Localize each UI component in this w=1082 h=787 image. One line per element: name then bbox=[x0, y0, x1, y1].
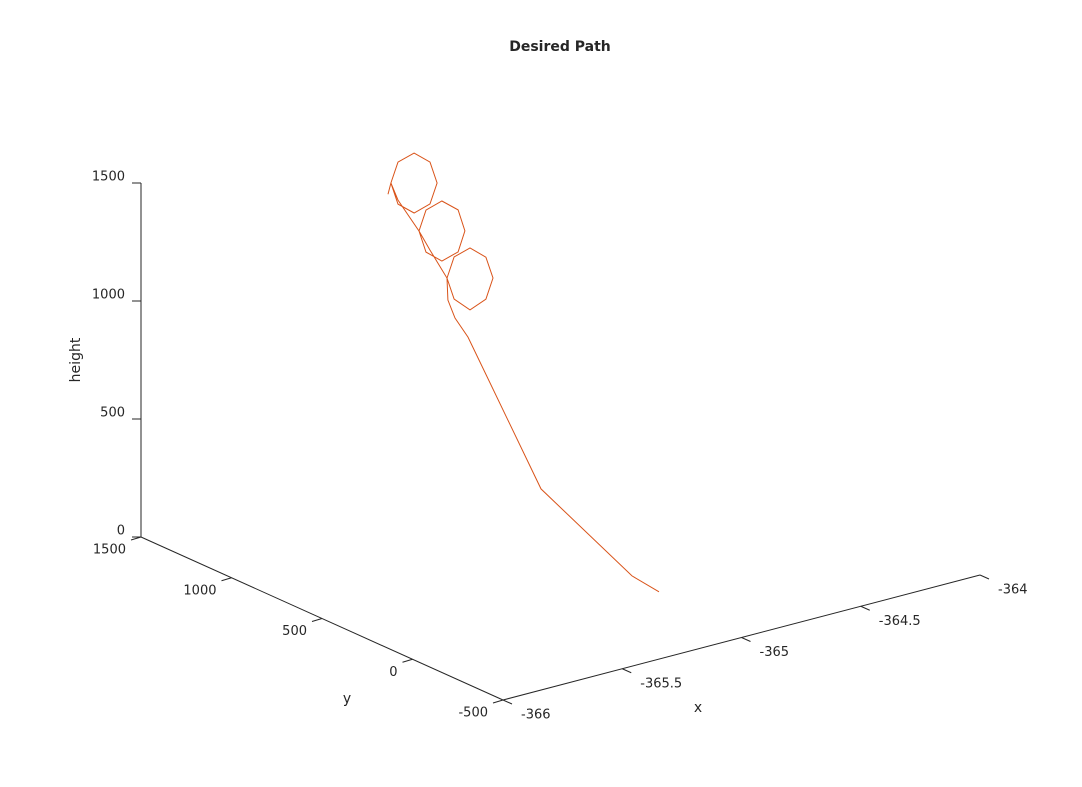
x-axis-label: x bbox=[694, 700, 702, 716]
x-tick-label: -364.5 bbox=[879, 614, 921, 629]
x-tick-label: -364 bbox=[998, 583, 1028, 598]
z-tick-label: 500 bbox=[100, 406, 125, 421]
z-tick-label: 1000 bbox=[92, 288, 125, 303]
chart-title: Desired Path bbox=[509, 39, 611, 55]
y-tick bbox=[311, 618, 323, 622]
x-tick bbox=[502, 699, 513, 705]
y-axis-label: y bbox=[343, 691, 351, 707]
x-tick-label: -366 bbox=[521, 708, 551, 723]
y-tick-label: -500 bbox=[458, 706, 488, 721]
x-tick bbox=[622, 668, 632, 674]
x-tick-label: -365 bbox=[760, 645, 790, 660]
x-tick bbox=[741, 637, 751, 642]
y-tick-label: 1000 bbox=[183, 583, 216, 598]
x-tick bbox=[979, 574, 990, 580]
y-tick bbox=[492, 699, 504, 704]
z-tick-label: 1500 bbox=[92, 170, 125, 185]
y-tick bbox=[221, 577, 232, 582]
y-tick bbox=[402, 658, 413, 663]
y-tick-label: 500 bbox=[282, 624, 307, 639]
y-tick-label: 1500 bbox=[93, 543, 126, 558]
z-axis-label: height bbox=[68, 337, 84, 382]
x-tick bbox=[860, 605, 870, 611]
path-line bbox=[387, 152, 660, 593]
y-tick-label: 0 bbox=[389, 665, 397, 680]
z-tick-label: 0 bbox=[117, 524, 125, 539]
x-tick-label: -365.5 bbox=[640, 676, 682, 691]
